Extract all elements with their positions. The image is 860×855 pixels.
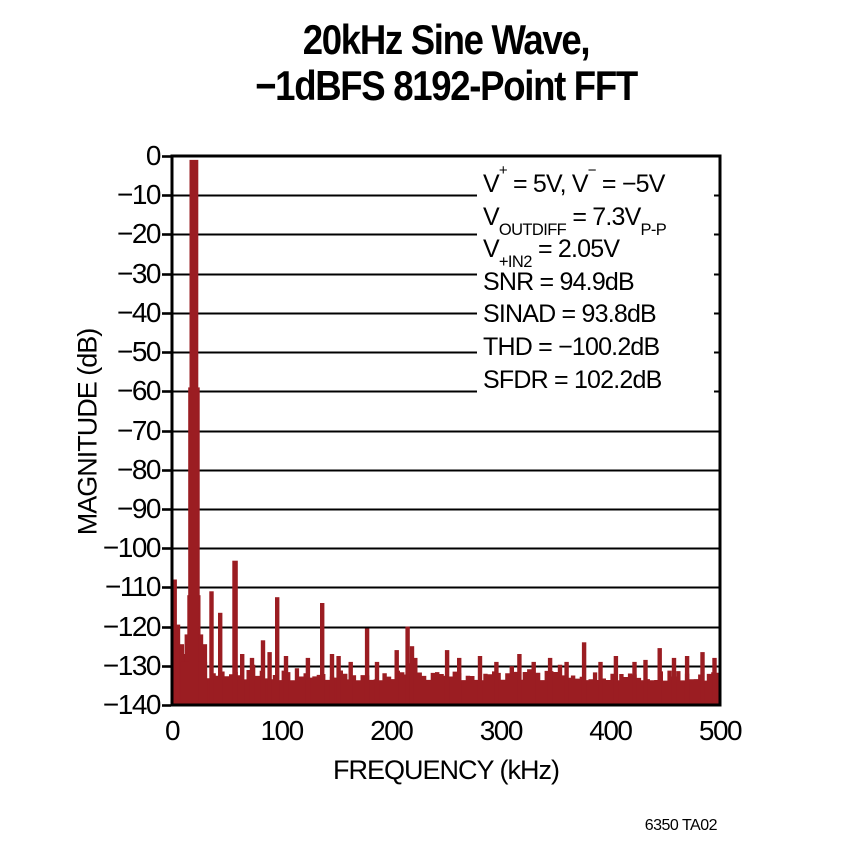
y-tick-label: −130 xyxy=(102,649,162,681)
spur-bar xyxy=(172,579,177,705)
spur-bar xyxy=(175,624,181,705)
x-tick-label: 0 xyxy=(164,715,181,746)
spur-bar xyxy=(413,657,418,705)
plot-frame xyxy=(170,154,722,707)
annotation-segment: V xyxy=(483,170,500,198)
spur-bar xyxy=(564,661,569,705)
annotation-segment: V xyxy=(483,202,500,231)
spur-bar xyxy=(547,657,553,705)
figure-id: 6350 TA02 xyxy=(644,817,718,834)
y-tick-label: −10 xyxy=(117,179,162,211)
spur-bar xyxy=(336,656,341,705)
annotation-line-5: SINAD = 93.8dB xyxy=(483,298,714,331)
spur-bar xyxy=(275,597,280,705)
fundamental-tone-bar xyxy=(189,159,199,705)
y-axis-ticks xyxy=(162,155,171,707)
annotation-block: V+ = 5V, V− = −5V VOUTDIFF = 7.3VP-P V+IN2… xyxy=(477,163,714,400)
spur-bar xyxy=(209,591,214,705)
annotation-segment: P-P xyxy=(640,220,667,239)
spur-bar xyxy=(283,656,289,705)
x-tick-label: 300 xyxy=(479,715,524,746)
spur-bar xyxy=(684,656,690,705)
x-tick-label: 100 xyxy=(260,715,304,746)
annotation-segment: = −5V xyxy=(595,170,666,198)
spur-bar xyxy=(405,626,410,705)
spur-bar xyxy=(657,648,662,705)
annotation-line-4: SNR = 94.9dB xyxy=(483,266,714,299)
annotation-line-1: V+ = 5V, V− = −5V xyxy=(483,163,714,201)
spur-bar xyxy=(517,654,522,705)
y-tick-label: −40 xyxy=(117,296,162,328)
spur-bar xyxy=(329,654,335,705)
spur-bar xyxy=(232,560,238,705)
y-tick-label: −50 xyxy=(117,336,162,368)
annotation-segment: = 7.3V xyxy=(566,202,641,231)
spectrum-bars xyxy=(172,159,720,705)
spur-bar xyxy=(444,650,450,705)
chart-title-line2: −1dBFS 8192-Point FFT xyxy=(255,62,638,109)
y-tick-label: −140 xyxy=(102,689,162,720)
spur-bar xyxy=(348,661,353,705)
spur-bar xyxy=(671,657,677,705)
y-tick-label: −30 xyxy=(117,257,162,289)
annotation-line-7: SFDR = 102.2dB xyxy=(483,364,714,397)
annotation-segment: SFDR = 102.2dB xyxy=(483,365,662,394)
annotation-segment: = 5V, V xyxy=(506,170,589,198)
spur-bar xyxy=(613,656,619,705)
x-tick-label: 400 xyxy=(589,715,633,746)
spur-bar xyxy=(409,646,415,705)
annotation-segment: = 2.05V xyxy=(531,235,620,264)
spur-bar xyxy=(305,657,311,705)
annotation-segment: +IN2 xyxy=(498,253,533,272)
annotation-segment: SINAD = 93.8dB xyxy=(483,300,657,329)
annotation-segment: − xyxy=(587,162,597,180)
y-tick-label: 0 xyxy=(145,140,162,171)
spur-bar xyxy=(712,657,717,705)
y-tick-label: −120 xyxy=(102,610,162,642)
spur-bar xyxy=(643,659,648,705)
spur-bar xyxy=(531,661,536,705)
y-axis-title: MAGNITUDE (dB) xyxy=(72,328,103,536)
annotation-line-3: V+IN2 = 2.05V xyxy=(483,233,714,271)
annotation-segment: THD = −100.2dB xyxy=(483,332,660,361)
spur-bar xyxy=(494,661,499,705)
spur-bar xyxy=(477,656,483,705)
spur-bar xyxy=(394,650,399,705)
spur-bar xyxy=(364,628,370,705)
spur-bar xyxy=(249,657,255,705)
annotation-segment: SNR = 94.9dB xyxy=(483,267,635,296)
spur-bar xyxy=(598,661,603,705)
x-tick-label: 500 xyxy=(698,715,743,746)
annotation-segment: OUTDIFF xyxy=(498,220,567,239)
x-tick-label: 200 xyxy=(370,715,414,746)
y-tick-label: −20 xyxy=(117,218,162,250)
spur-bar xyxy=(581,642,587,705)
spur-bar xyxy=(218,612,223,705)
y-tick-label: −60 xyxy=(117,375,162,407)
annotation-line-2: VOUTDIFF = 7.3VP-P xyxy=(483,201,714,239)
y-tick-label: −100 xyxy=(102,532,162,564)
y-tick-label: −70 xyxy=(117,414,162,446)
spur-bar xyxy=(260,640,266,705)
chart-title: 20kHz Sine Wave, −1dBFS 8192-Point FFT xyxy=(86,17,806,109)
spur-bar xyxy=(457,657,462,705)
spur-bar xyxy=(240,654,245,705)
annotation-line-6: THD = −100.2dB xyxy=(483,331,714,364)
spur-bar xyxy=(320,603,325,705)
spur-bar xyxy=(632,661,637,705)
y-tick-label: −110 xyxy=(105,571,162,603)
annotation-segment: V xyxy=(483,235,500,264)
spur-bar xyxy=(267,652,272,705)
y-tick-label: −90 xyxy=(117,492,162,524)
spur-bar xyxy=(374,661,380,705)
y-tick-label: −80 xyxy=(117,453,162,485)
spur-bar xyxy=(700,652,705,705)
x-axis-title: FREQUENCY (kHz) xyxy=(332,755,560,785)
annotation-segment: + xyxy=(498,162,508,180)
chart-title-line1: 20kHz Sine Wave, xyxy=(302,16,591,63)
